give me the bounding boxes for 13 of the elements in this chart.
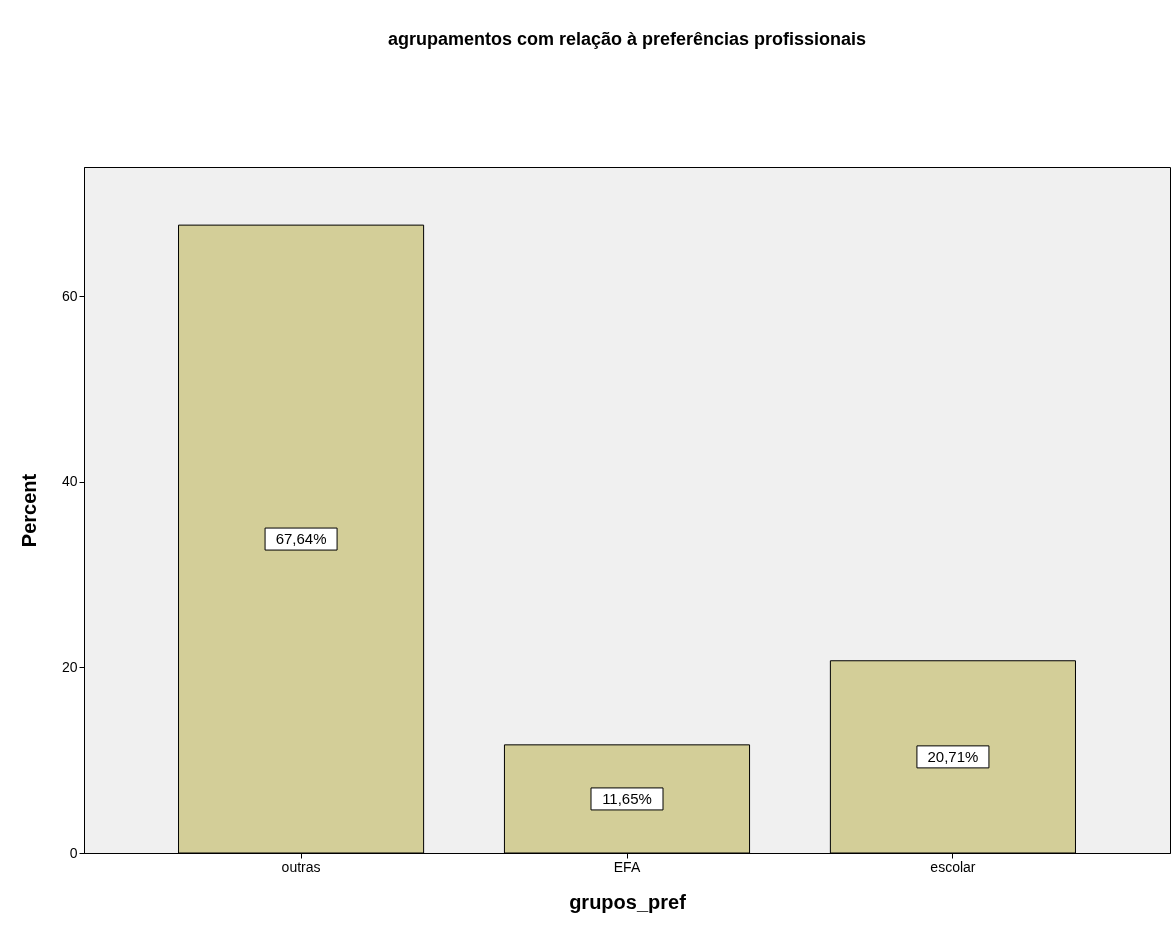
x-axis-title: grupos_pref	[569, 890, 687, 913]
x-tick-label: EFA	[613, 858, 641, 875]
y-tick-label: 20	[61, 658, 78, 675]
y-axis-title: Percent	[17, 473, 40, 548]
x-tick-label: outras	[281, 858, 321, 875]
x-tick-label: escolar	[930, 858, 976, 875]
data-label: 20,71%	[927, 747, 979, 765]
y-tick-label: 60	[61, 287, 78, 304]
data-label: 11,65%	[602, 789, 652, 807]
y-tick-label: 0	[69, 844, 78, 861]
data-label: 67,64%	[275, 530, 327, 548]
y-tick-label: 40	[61, 473, 78, 490]
chart-title: agrupamentos com relação à preferências profissionais	[387, 29, 867, 49]
